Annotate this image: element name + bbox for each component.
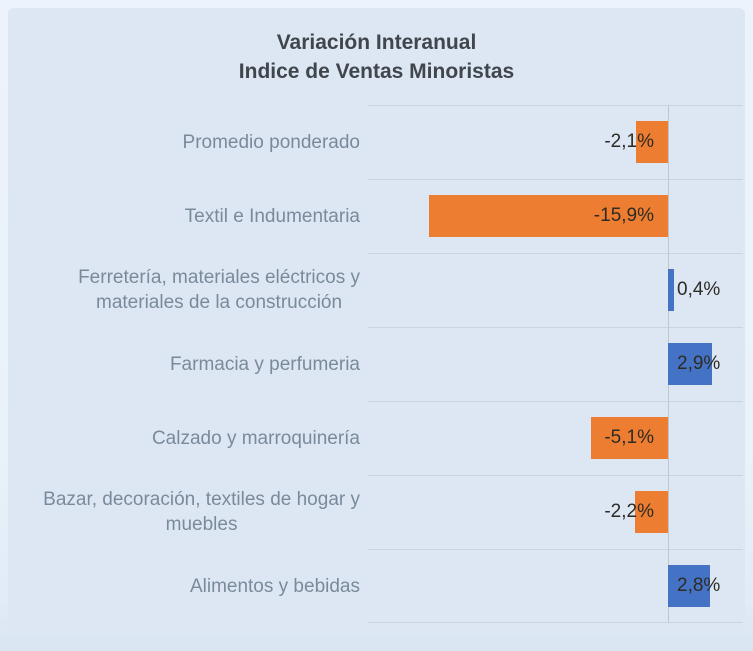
bar	[429, 195, 668, 237]
bar-row: -5,1%	[368, 401, 743, 475]
bar-row: -15,9%	[368, 179, 743, 253]
bar-value-label: 2,9%	[677, 353, 721, 374]
chart-title-line-2: Indice de Ventas Minoristas	[238, 60, 515, 83]
category-label: Ferretería, materiales eléctricos y mater…	[78, 267, 360, 313]
gridline-horizontal	[368, 622, 743, 623]
category-label: Promedio ponderado	[182, 131, 360, 153]
gridline-horizontal	[368, 105, 743, 106]
category-label: Bazar, decoración, textiles de hogar y mu…	[43, 489, 360, 535]
chart-title-line-1: Variación Interanual	[276, 31, 477, 54]
bar	[636, 121, 668, 163]
bar	[668, 565, 710, 607]
category-label-cell: Textil e Indumentaria	[8, 179, 360, 253]
bar-value-label: -2,2%	[604, 501, 654, 522]
bar-row: -2,1%	[368, 105, 743, 179]
bar-row: 2,9%	[368, 327, 743, 401]
bar	[668, 343, 712, 385]
gridline-horizontal	[368, 475, 743, 476]
bar-value-label: -5,1%	[604, 427, 654, 448]
category-label-cell: Alimentos y bebidas	[8, 549, 360, 623]
category-label: Farmacia y perfumeria	[169, 353, 360, 375]
bar-value-label: -2,1%	[604, 131, 654, 152]
category-label-cell: Ferretería, materiales eléctricos y mater…	[8, 253, 360, 327]
bar-value-label: 0,4%	[677, 279, 721, 300]
bar-row: -2,2%	[368, 475, 743, 549]
category-label: Calzado y marroquinería	[151, 427, 360, 449]
bar-value-label: 2,8%	[677, 575, 721, 596]
category-label-cell: Calzado y marroquinería	[8, 401, 360, 475]
category-label: Textil e Indumentaria	[184, 205, 360, 227]
bar-row: 2,8%	[368, 549, 743, 623]
bar	[591, 417, 668, 459]
chart-area: Variación Interanual Indice de Ventas Mi…	[8, 8, 745, 635]
category-label-cell: Promedio ponderado	[8, 105, 360, 179]
gridline-horizontal	[368, 179, 743, 180]
plot-area: -2,1% -15,9% 0,4% 2,9% -5,1% -2,2% 2,8%	[368, 105, 743, 623]
bar	[668, 269, 674, 311]
bar-row: 0,4%	[368, 253, 743, 327]
bar-value-label: -15,9%	[593, 205, 654, 226]
gridline-horizontal	[368, 401, 743, 402]
category-label-cell: Bazar, decoración, textiles de hogar y mu…	[8, 475, 360, 549]
gridline-horizontal	[368, 549, 743, 550]
chart-title: Variación Interanual Indice de Ventas Mi…	[8, 28, 745, 86]
category-label-cell: Farmacia y perfumeria	[8, 327, 360, 401]
bar	[635, 491, 668, 533]
gridline-horizontal	[368, 327, 743, 328]
gridline-horizontal	[368, 253, 743, 254]
category-label: Alimentos y bebidas	[189, 575, 360, 597]
